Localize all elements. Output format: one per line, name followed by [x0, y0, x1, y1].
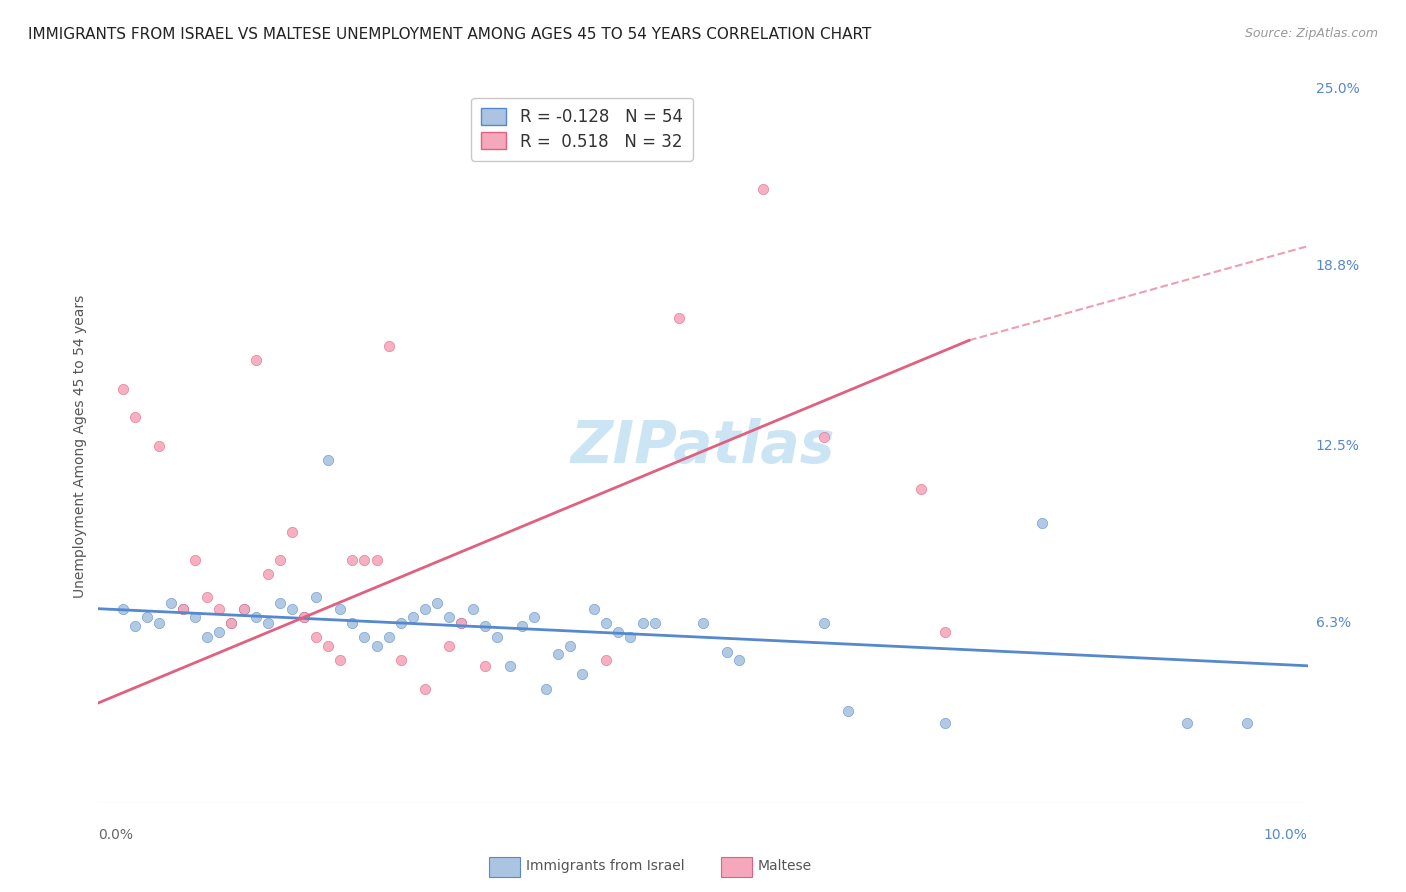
Point	[124, 619, 146, 633]
Text: 0.0%: 0.0%	[98, 828, 134, 842]
Point	[377, 630, 399, 644]
Point	[184, 610, 207, 624]
Point	[668, 310, 690, 325]
Point	[245, 610, 267, 624]
Point	[135, 610, 157, 624]
Point	[571, 667, 593, 681]
Point	[510, 619, 533, 633]
Point	[837, 705, 859, 719]
Point	[583, 601, 606, 615]
Point	[813, 430, 835, 444]
Point	[329, 653, 352, 667]
Point	[934, 624, 956, 639]
Point	[631, 615, 654, 630]
Text: 6.3%: 6.3%	[1316, 616, 1351, 630]
Point	[402, 610, 425, 624]
Point	[245, 353, 267, 368]
Point	[910, 482, 932, 496]
Point	[498, 658, 520, 673]
Point	[281, 524, 304, 539]
Point	[595, 615, 617, 630]
Text: 25.0%: 25.0%	[1316, 82, 1360, 96]
Point	[450, 615, 472, 630]
Point	[316, 639, 339, 653]
Point	[160, 596, 183, 610]
Point	[1031, 516, 1053, 530]
Point	[463, 601, 485, 615]
Point	[172, 601, 194, 615]
Point	[692, 615, 714, 630]
Text: Maltese: Maltese	[758, 859, 811, 873]
Point	[232, 601, 254, 615]
Point	[305, 630, 328, 644]
Point	[644, 615, 666, 630]
Text: Source: ZipAtlas.com: Source: ZipAtlas.com	[1244, 27, 1378, 40]
Point	[437, 639, 460, 653]
Point	[1236, 715, 1258, 730]
Y-axis label: Unemployment Among Ages 45 to 54 years: Unemployment Among Ages 45 to 54 years	[73, 294, 87, 598]
Point	[558, 639, 581, 653]
Point	[124, 410, 146, 425]
Point	[523, 610, 546, 624]
Point	[111, 382, 134, 396]
Point	[389, 653, 412, 667]
Point	[437, 610, 460, 624]
Point	[292, 610, 315, 624]
Point	[474, 658, 496, 673]
Point	[813, 615, 835, 630]
Point	[728, 653, 751, 667]
Point	[595, 653, 617, 667]
Point	[413, 601, 436, 615]
Text: 10.0%: 10.0%	[1264, 828, 1308, 842]
Point	[486, 630, 509, 644]
Point	[547, 648, 569, 662]
Point	[377, 339, 399, 353]
Point	[232, 601, 254, 615]
Text: 18.8%: 18.8%	[1316, 260, 1360, 273]
Legend: R = -0.128   N = 54, R =  0.518   N = 32: R = -0.128 N = 54, R = 0.518 N = 32	[471, 97, 693, 161]
Point	[1175, 715, 1198, 730]
Point	[934, 715, 956, 730]
Point	[269, 553, 291, 567]
Point	[353, 630, 375, 644]
Point	[474, 619, 496, 633]
Point	[148, 439, 170, 453]
Point	[342, 553, 364, 567]
Point	[221, 615, 243, 630]
Point	[208, 624, 231, 639]
Point	[413, 681, 436, 696]
Point	[208, 601, 231, 615]
Point	[329, 601, 352, 615]
Point	[426, 596, 449, 610]
Point	[389, 615, 412, 630]
Point	[366, 639, 388, 653]
Point	[450, 615, 472, 630]
Text: ZIPatlas: ZIPatlas	[571, 417, 835, 475]
Point	[366, 553, 388, 567]
Point	[316, 453, 339, 467]
Point	[305, 591, 328, 605]
Point	[752, 182, 775, 196]
Point	[292, 610, 315, 624]
Point	[342, 615, 364, 630]
Point	[607, 624, 630, 639]
Text: IMMIGRANTS FROM ISRAEL VS MALTESE UNEMPLOYMENT AMONG AGES 45 TO 54 YEARS CORRELA: IMMIGRANTS FROM ISRAEL VS MALTESE UNEMPL…	[28, 27, 872, 42]
Point	[353, 553, 375, 567]
Point	[195, 591, 218, 605]
Point	[716, 644, 738, 658]
Point	[184, 553, 207, 567]
Point	[172, 601, 194, 615]
Point	[534, 681, 557, 696]
Point	[281, 601, 304, 615]
Text: 12.5%: 12.5%	[1316, 439, 1360, 453]
Point	[619, 630, 641, 644]
Point	[195, 630, 218, 644]
Point	[111, 601, 134, 615]
Text: Immigrants from Israel: Immigrants from Israel	[526, 859, 685, 873]
Point	[269, 596, 291, 610]
Point	[148, 615, 170, 630]
Point	[256, 567, 278, 582]
Point	[256, 615, 278, 630]
Point	[221, 615, 243, 630]
